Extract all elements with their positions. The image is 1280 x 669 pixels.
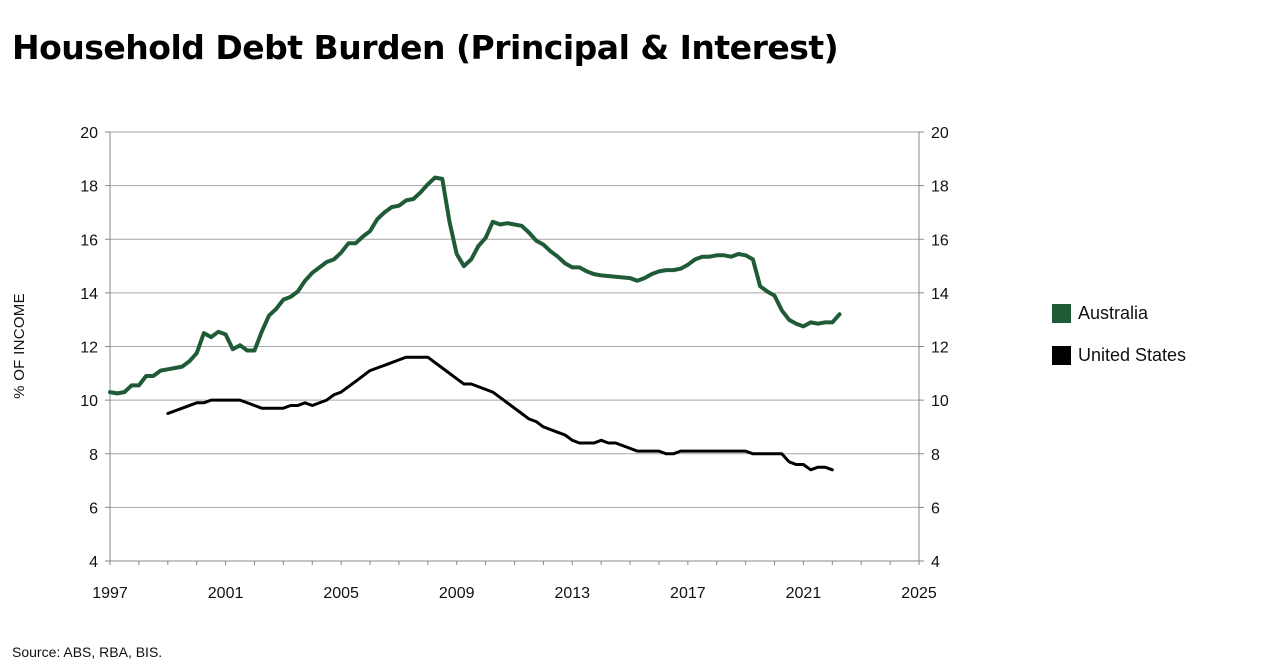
x-tick-label: 2013: [554, 585, 590, 602]
y-tick-label-right: 4: [931, 554, 940, 571]
y-tick-label-right: 12: [931, 340, 949, 357]
x-axis-ticks: 1997 2001 2005 2009 2013 2017 2021 2025: [92, 585, 937, 602]
source-note: Source: ABS, RBA, BIS.: [12, 644, 163, 660]
x-tick-label: 2021: [786, 585, 822, 602]
y-tick-label-right: 8: [931, 447, 940, 464]
y-tick-label: 8: [89, 447, 98, 464]
y-tick-label: 16: [80, 232, 98, 249]
x-tick-label: 1997: [92, 585, 128, 602]
series-line-australia: [108, 175, 842, 396]
y-tick-label: 10: [80, 393, 98, 410]
y-axis-left-ticks: 4 6 8 10 12 14 16 18 20: [80, 125, 98, 571]
y-axis-label: % OF INCOME: [11, 293, 28, 399]
grid-lines: [110, 131, 919, 508]
chart-title: Household Debt Burden (Principal & Inter…: [12, 28, 839, 67]
y-tick-label-right: 6: [931, 500, 940, 517]
y-tick-label-right: 14: [931, 286, 949, 303]
plot-frame: [105, 131, 924, 565]
legend: Australia United States: [1052, 303, 1186, 365]
x-tick-label: 2001: [208, 585, 244, 602]
x-tick-label: 2009: [439, 585, 475, 602]
y-tick-label: 18: [80, 179, 98, 196]
y-tick-label-right: 20: [931, 125, 949, 142]
y-tick-label: 6: [89, 500, 98, 517]
legend-label-australia: Australia: [1078, 303, 1149, 323]
y-tick-label-right: 10: [931, 393, 949, 410]
legend-swatch-united-states: [1052, 346, 1071, 365]
y-tick-label-right: 16: [931, 232, 949, 249]
legend-label-united-states: United States: [1078, 345, 1186, 365]
y-axis-right-ticks: 4 6 8 10 12 14 16 18 20: [931, 125, 949, 571]
y-tick-label: 4: [89, 554, 98, 571]
x-tick-label: 2025: [901, 585, 937, 602]
x-tick-label: 2017: [670, 585, 706, 602]
y-tick-label: 14: [80, 286, 98, 303]
y-tick-label: 12: [80, 340, 98, 357]
y-tick-label-right: 18: [931, 179, 949, 196]
chart: 4 6 8 10 12 14 16 18 20 4 6 8 10 12 14 16 18 20 1997 2001…: [11, 125, 1186, 602]
y-tick-label: 20: [80, 125, 98, 142]
legend-swatch-australia: [1052, 304, 1071, 323]
x-tick-label: 2005: [323, 585, 359, 602]
series-line-united-states: [166, 355, 834, 472]
series-lines: [108, 175, 842, 472]
